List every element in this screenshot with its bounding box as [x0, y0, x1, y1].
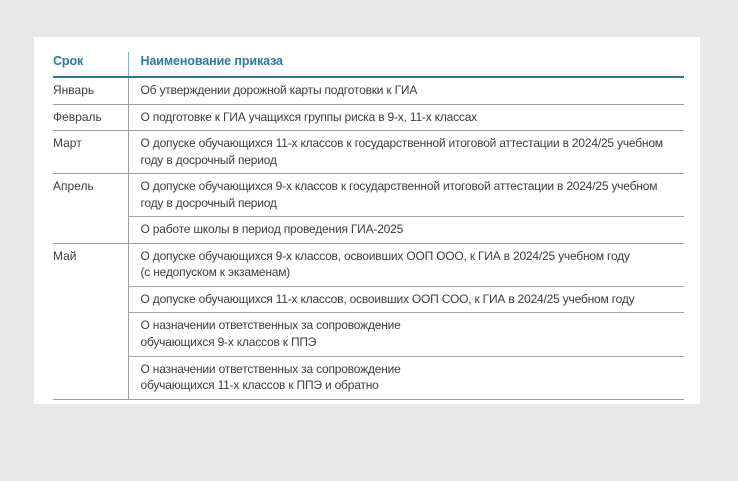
order-cell: О допуске обучающихся 11-х классов, осво… — [128, 285, 684, 313]
table-row-may-2: О допуске обучающихся 11-х классов, осво… — [53, 285, 684, 313]
order-cell: О допуске обучающихся 9-х классов к госу… — [128, 173, 684, 217]
period-cell: Февраль — [53, 103, 129, 132]
page-background: { "page": { "background_color": "#e8e8e8… — [0, 37, 738, 481]
order-cell: Об утверждении дорожной карты подготовки… — [128, 76, 684, 105]
table-row-april: Апрель О допуске обучающихся 9-х классов… — [53, 173, 684, 244]
order-cell: О допуске обучающихся 11-х классов к гос… — [128, 130, 684, 174]
period-cell: Май — [53, 242, 129, 400]
header-row: Срок Наименование приказа — [53, 52, 684, 78]
table-row-april-2: О работе школы в период проведения ГИА-2… — [53, 216, 684, 244]
orders-table: Срок Наименование приказа Январь Об утве… — [53, 52, 684, 400]
order-cell: О назначении ответственных за сопровожде… — [128, 355, 684, 400]
table-row-may-3: О назначении ответственных за сопровожде… — [53, 312, 684, 357]
order-cell: О подготовке к ГИА учащихся группы риска… — [128, 103, 684, 131]
orders-table-card: Срок Наименование приказа Январь Об утве… — [34, 37, 700, 404]
order-cell: О назначении ответственных за сопровожде… — [128, 312, 684, 357]
table-row-may-4: О назначении ответственных за сопровожде… — [53, 355, 684, 400]
table-row-may: Май О допуске обучающихся 9-х классов, о… — [53, 242, 684, 400]
table-row-march: Март О допуске обучающихся 11-х классов … — [53, 130, 684, 175]
period-cell: Март — [53, 130, 129, 175]
column-header-order: Наименование приказа — [128, 52, 684, 78]
order-cell: О допуске обучающихся 9-х классов, освои… — [128, 242, 684, 287]
table-row-january: Январь Об утверждении дорожной карты под… — [53, 76, 684, 105]
column-header-period: Срок — [53, 52, 129, 78]
period-cell: Апрель — [53, 173, 129, 244]
order-cell: О работе школы в период проведения ГИА-2… — [128, 216, 684, 244]
period-cell: Январь — [53, 76, 129, 105]
table-row-february: Февраль О подготовке к ГИА учащихся груп… — [53, 103, 684, 132]
